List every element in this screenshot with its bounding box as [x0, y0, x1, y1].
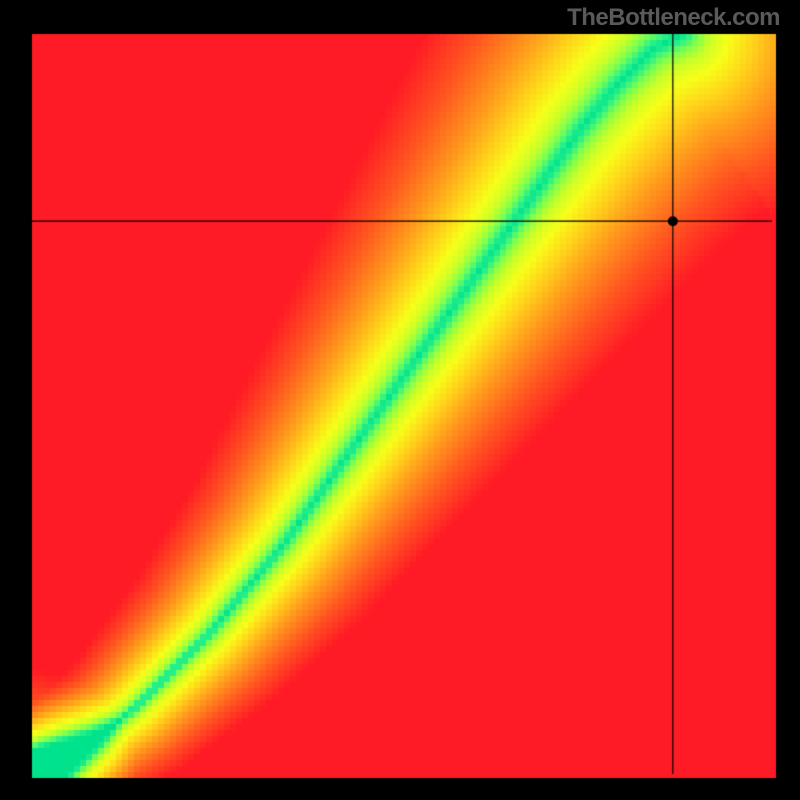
heatmap-canvas [0, 0, 800, 800]
chart-container: TheBottleneck.com [0, 0, 800, 800]
watermark-label: TheBottleneck.com [567, 4, 780, 32]
